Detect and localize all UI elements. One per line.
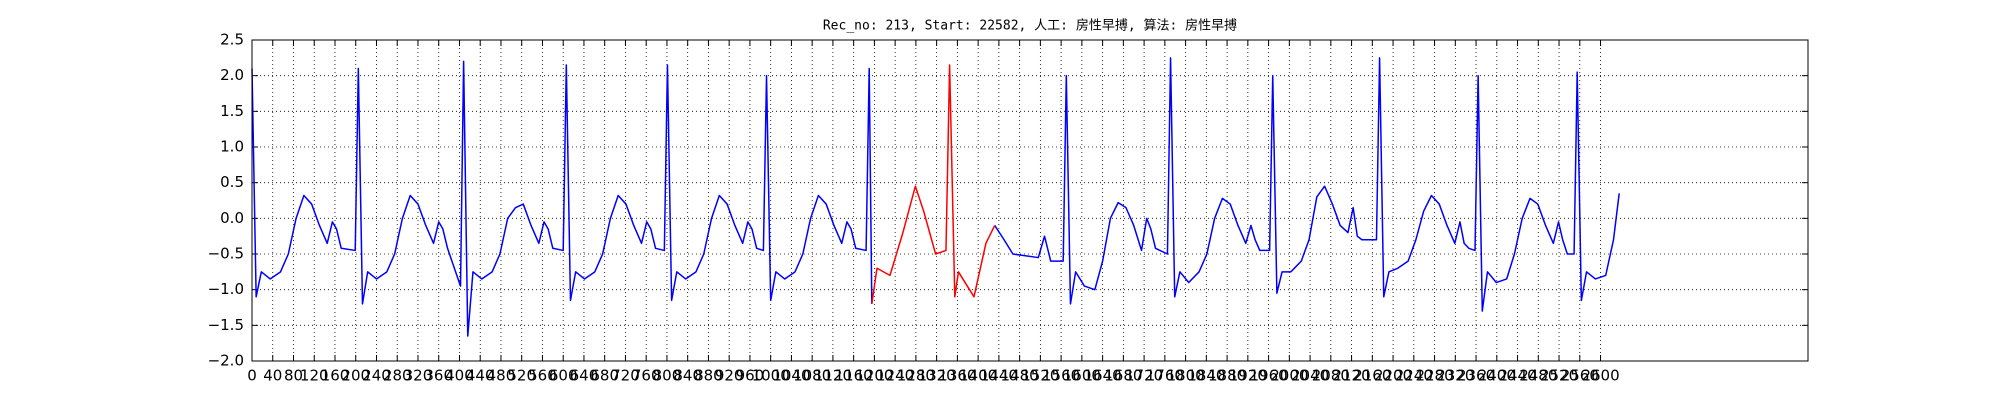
x-tick-label: 2280	[1415, 367, 1453, 385]
y-tick-label: −2.0	[208, 352, 244, 370]
y-tick-label: 0.5	[220, 173, 244, 191]
x-tick-label: 320	[404, 367, 433, 385]
x-tick-label: 440	[466, 367, 495, 385]
x-tick-label: 2240	[1395, 367, 1433, 385]
x-tick-label: 1000	[752, 367, 790, 385]
x-tick-label: 960	[736, 367, 765, 385]
x-tick-label: 1240	[876, 367, 914, 385]
x-tick-label: 2560	[1561, 367, 1599, 385]
x-tick-label: 0	[247, 367, 257, 385]
chart-title: Rec_no: 213, Start: 22582, 人工: 房性早搏, 算法:…	[823, 18, 1237, 34]
x-tick-label: 1960	[1249, 367, 1287, 385]
x-tick-label: 2320	[1436, 367, 1474, 385]
x-tick-label: 1680	[1104, 367, 1142, 385]
y-tick-label: −0.5	[208, 245, 244, 263]
x-tick-label: 1760	[1146, 367, 1184, 385]
ecg-line	[251, 60, 873, 337]
x-tick-label: 1600	[1063, 367, 1101, 385]
ecg-line	[994, 57, 1620, 312]
x-tick-label: 1920	[1229, 367, 1267, 385]
x-tick-label: 1480	[1001, 367, 1039, 385]
x-tick-label: 2120	[1332, 367, 1370, 385]
y-tick-label: 0.0	[220, 209, 244, 227]
ecg-line	[871, 64, 996, 305]
y-tick-label: 2.0	[220, 66, 244, 84]
x-tick-label: 360	[424, 367, 453, 385]
x-tick-label: 2160	[1353, 367, 1391, 385]
x-tick-label: 400	[445, 367, 474, 385]
x-tick-label: 1120	[814, 367, 852, 385]
x-tick-label: 2360	[1457, 367, 1495, 385]
x-tick-label: 1720	[1125, 367, 1163, 385]
x-tick-label: 1840	[1187, 367, 1225, 385]
y-tick-label: 1.5	[220, 102, 244, 120]
x-tick-label: 1080	[793, 367, 831, 385]
x-tick-label: 280	[383, 367, 412, 385]
x-tick-label: 1360	[938, 367, 976, 385]
x-tick-label: 1880	[1208, 367, 1246, 385]
x-tick-label: 920	[715, 367, 744, 385]
x-tick-label: 720	[611, 367, 640, 385]
x-tick-label: 1040	[772, 367, 810, 385]
x-tick-label: 1200	[855, 367, 893, 385]
x-tick-label: 1560	[1042, 367, 1080, 385]
x-tick-label: 2040	[1291, 367, 1329, 385]
x-tick-label: 120	[300, 367, 329, 385]
x-tick-label: 880	[694, 367, 723, 385]
x-tick-label: 1520	[1021, 367, 1059, 385]
x-tick-label: 80	[284, 367, 303, 385]
x-tick-label: 2520	[1540, 367, 1578, 385]
x-tick-label: 600	[549, 367, 578, 385]
x-tick-label: 2440	[1498, 367, 1536, 385]
x-tick-label: 840	[673, 367, 702, 385]
x-tick-label: 1160	[835, 367, 873, 385]
x-tick-label: 2600	[1581, 367, 1619, 385]
x-tick-label: 2200	[1374, 367, 1412, 385]
x-tick-label: 240	[362, 367, 391, 385]
x-tick-label: 760	[632, 367, 661, 385]
x-tick-label: 2000	[1270, 367, 1308, 385]
y-tick-label: −1.5	[208, 316, 244, 334]
x-tick-label: 640	[570, 367, 599, 385]
x-tick-label: 800	[653, 367, 682, 385]
x-tick-label: 2480	[1519, 367, 1557, 385]
x-tick-label: 1640	[1084, 367, 1122, 385]
x-tick-label: 520	[507, 367, 536, 385]
x-tick-label: 560	[528, 367, 557, 385]
plot-frame	[251, 39, 1809, 362]
x-tick-label: 1320	[918, 367, 956, 385]
x-tick-label: 2080	[1312, 367, 1350, 385]
y-tick-label: −1.0	[208, 280, 244, 298]
x-tick-label: 2400	[1478, 367, 1516, 385]
x-tick-label: 1800	[1167, 367, 1205, 385]
x-tick-label: 1400	[959, 367, 997, 385]
x-tick-label: 480	[487, 367, 516, 385]
x-tick-label: 40	[263, 367, 282, 385]
y-tick-label: 1.0	[220, 138, 244, 156]
y-tick-label: 2.5	[220, 31, 244, 49]
x-tick-label: 200	[341, 367, 370, 385]
x-tick-label: 680	[590, 367, 619, 385]
x-tick-label: 1280	[897, 367, 935, 385]
x-tick-label: 160	[321, 367, 350, 385]
x-tick-label: 1440	[980, 367, 1018, 385]
